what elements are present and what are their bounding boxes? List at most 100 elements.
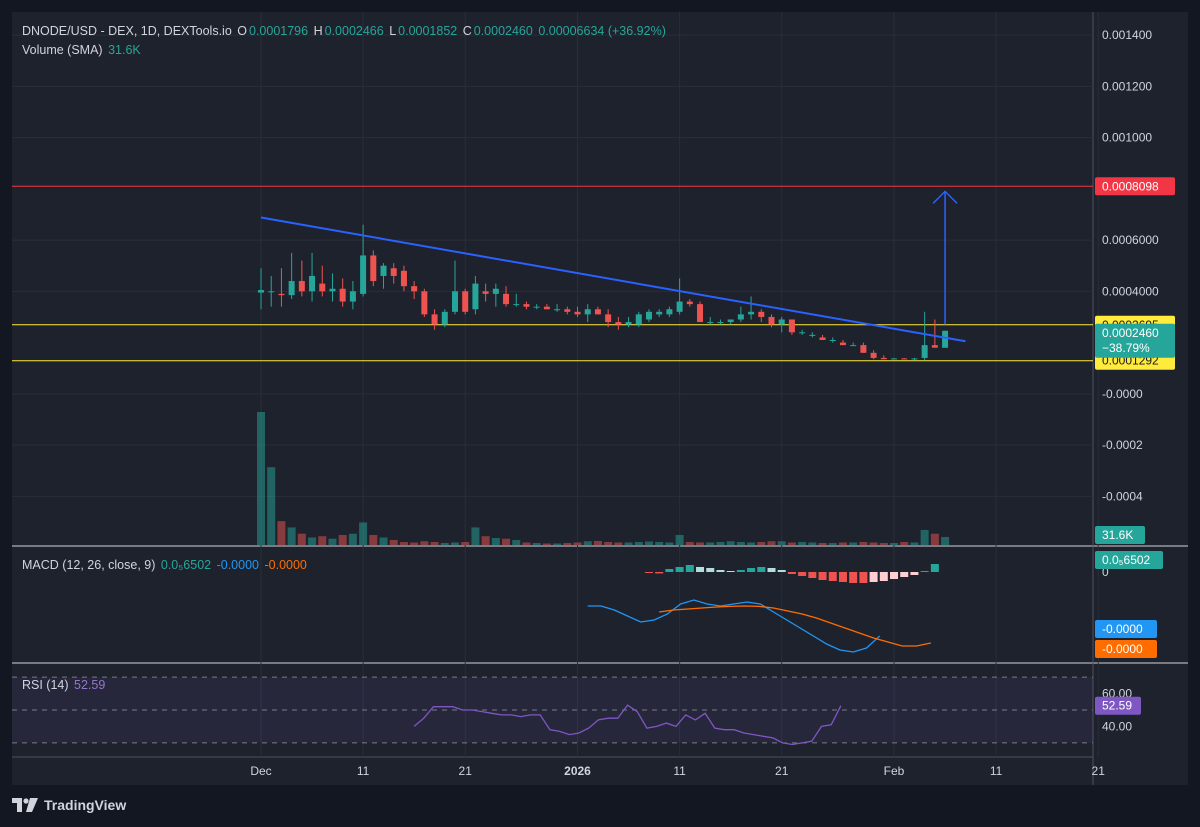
x-tick-label: 2026 bbox=[564, 764, 591, 778]
volume-bar bbox=[593, 540, 602, 545]
volume-label: Volume (SMA) bbox=[22, 43, 103, 57]
volume-bar bbox=[338, 534, 347, 545]
volume-bar bbox=[389, 539, 398, 545]
rsi-tick-label: 40.00 bbox=[1102, 719, 1132, 733]
high-value: 0.0002466 bbox=[324, 24, 384, 38]
low-value: 0.0001852 bbox=[398, 24, 458, 38]
candle-body bbox=[656, 311, 663, 315]
volume-bar bbox=[808, 542, 817, 545]
volume-bar bbox=[563, 542, 572, 545]
volume-bar bbox=[471, 527, 480, 545]
candle-body bbox=[503, 293, 510, 305]
volume-bar bbox=[869, 542, 878, 545]
y-tick-label: 0.001000 bbox=[1102, 131, 1152, 145]
volume-bar bbox=[859, 541, 868, 545]
volume-bar bbox=[838, 542, 847, 545]
candle-body bbox=[298, 281, 305, 292]
macd-histogram-bar bbox=[757, 567, 766, 572]
candle-body bbox=[686, 301, 693, 305]
target-arrow-head bbox=[932, 190, 958, 204]
volume-bar bbox=[440, 542, 449, 545]
volume-bar bbox=[379, 537, 388, 545]
macd-histogram-bar bbox=[675, 567, 684, 572]
y-tick-label: -0.0002 bbox=[1102, 438, 1143, 452]
x-tick-label: 11 bbox=[673, 764, 686, 778]
volume-bar bbox=[757, 541, 766, 545]
candle-body bbox=[758, 311, 765, 317]
candle-body bbox=[615, 322, 622, 325]
candle-body bbox=[278, 293, 285, 296]
macd-histogram-bar bbox=[920, 571, 929, 572]
macd-histogram-bar bbox=[818, 572, 827, 580]
macd-histogram-bar bbox=[930, 564, 939, 572]
volume-bar bbox=[359, 522, 368, 545]
volume-bar bbox=[767, 541, 776, 545]
volume-bar bbox=[685, 541, 694, 545]
volume-tag-label: 31.6K bbox=[1102, 528, 1133, 542]
x-tick-label: 21 bbox=[459, 764, 473, 778]
macd-zero-label: 0 bbox=[1102, 565, 1109, 579]
macd-line-tag bbox=[1095, 620, 1157, 638]
volume-bar bbox=[655, 541, 664, 545]
y-tick-label: 0.0006000 bbox=[1102, 233, 1159, 247]
open-label: O bbox=[237, 24, 247, 38]
macd-histogram-bar bbox=[706, 568, 715, 572]
macd-hist-tag-label: 0.0₅6502 bbox=[1102, 553, 1151, 567]
macd-histogram-bar bbox=[828, 572, 837, 581]
macd-histogram-bar bbox=[644, 572, 653, 573]
tradingview-logo[interactable]: TradingView bbox=[12, 797, 126, 813]
volume-bar bbox=[798, 541, 807, 545]
candle-body bbox=[778, 319, 785, 325]
volume-bar bbox=[644, 541, 653, 545]
rsi-tag-label: 52.59 bbox=[1102, 699, 1132, 713]
candle-body bbox=[605, 314, 612, 323]
candle-body bbox=[462, 291, 469, 312]
rsi-tag bbox=[1095, 696, 1141, 715]
macd-histogram-bar bbox=[767, 568, 776, 572]
candle-body bbox=[564, 309, 571, 312]
candle-body bbox=[543, 306, 550, 310]
volume-bar bbox=[369, 534, 378, 545]
volume-bar bbox=[747, 542, 756, 545]
volume-bar bbox=[399, 541, 408, 545]
volume-bar bbox=[849, 542, 858, 545]
level-price-tag bbox=[1095, 177, 1175, 196]
volume-bar bbox=[502, 538, 511, 545]
volume-bar bbox=[257, 412, 265, 545]
candle-body bbox=[697, 304, 704, 323]
x-tick-label: 21 bbox=[775, 764, 789, 778]
candle-body bbox=[329, 288, 336, 292]
candle-body bbox=[768, 316, 775, 325]
macd-histogram-bar bbox=[838, 572, 847, 582]
y-tick-label: -0.0000 bbox=[1102, 387, 1143, 401]
macd-histogram-bar bbox=[900, 572, 909, 577]
close-value: 0.0002460 bbox=[473, 24, 533, 38]
volume-bar bbox=[277, 521, 286, 545]
volume-bar bbox=[553, 543, 562, 545]
candle-body bbox=[911, 358, 918, 360]
volume-bar bbox=[716, 541, 725, 545]
macd-signal-tag bbox=[1095, 640, 1157, 658]
volume-bar bbox=[461, 541, 470, 545]
candle-body bbox=[288, 281, 295, 296]
candle-body bbox=[594, 309, 601, 315]
candle-body bbox=[411, 286, 418, 292]
candle-body bbox=[635, 314, 642, 325]
candle-body bbox=[451, 291, 458, 312]
macd-line-value: -0.0000 bbox=[216, 558, 259, 572]
macd-histogram-bar bbox=[879, 572, 888, 581]
rsi-line bbox=[413, 704, 842, 746]
rsi-value: 52.59 bbox=[74, 678, 106, 692]
volume-bar bbox=[777, 541, 786, 545]
volume-bar bbox=[665, 542, 674, 545]
low-label: L bbox=[389, 24, 397, 38]
candle-body bbox=[829, 340, 836, 341]
volume-bar bbox=[604, 541, 613, 545]
macd-line bbox=[587, 599, 881, 653]
candle-body bbox=[727, 319, 734, 323]
volume-bar bbox=[522, 542, 531, 545]
candle-body bbox=[819, 337, 826, 340]
candle-body bbox=[513, 304, 520, 306]
